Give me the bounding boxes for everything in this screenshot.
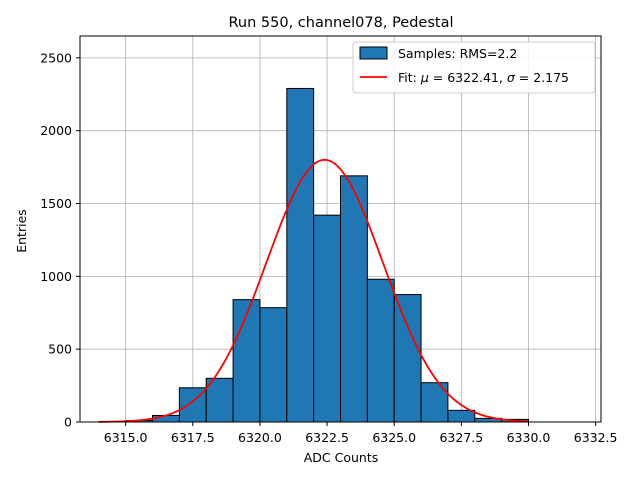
fit-curve-layer (98, 158, 529, 423)
x-axis-label: ADC Counts (304, 450, 379, 465)
legend: Samples: RMS=2.2 Fit: μ = 6322.41, σ = 2… (352, 41, 596, 94)
x-tick-label: 6317.5 (171, 430, 215, 445)
legend-fit-mu-value: = 6322.41, (429, 70, 507, 85)
x-tick-label: 6330.0 (507, 430, 551, 445)
x-tick-label: 6332.5 (574, 430, 618, 445)
y-tick-label: 500 (48, 342, 72, 357)
legend-fit-sigma-symbol: σ (507, 70, 516, 85)
legend-fit-label: Fit: μ = 6322.41, σ = 2.175 (398, 70, 569, 85)
legend-fit-mu-symbol: μ (420, 70, 429, 85)
histogram-bar (366, 278, 395, 423)
legend-samples-swatch (359, 46, 388, 60)
y-tick-label: 1000 (40, 269, 72, 284)
legend-samples-label: Samples: RMS=2.2 (398, 46, 517, 61)
y-axis-ticks: 0 500 1000 1500 2000 2500 (40, 50, 80, 430)
histogram-bar (232, 299, 261, 423)
x-tick-label: 6320.0 (238, 430, 282, 445)
legend-box (352, 41, 596, 94)
y-axis-label: Entries (14, 209, 29, 253)
x-tick-label: 6315.0 (104, 430, 148, 445)
histogram-bar (340, 175, 368, 423)
histogram-bar (447, 409, 476, 423)
x-tick-label: 6325.0 (372, 430, 416, 445)
legend-fit-prefix: Fit: (398, 70, 421, 85)
x-tick-label: 6327.5 (439, 430, 483, 445)
histogram-bar (205, 377, 234, 423)
plot-frame (79, 35, 602, 423)
x-axis-ticks: 6315.0 6317.5 6320.0 6322.5 6325.0 6327.5 6330… (104, 422, 618, 445)
y-tick-label: 2500 (40, 50, 72, 65)
gaussian-fit-curve (98, 158, 529, 423)
y-tick-label: 0 (64, 415, 72, 430)
histogram-bar (286, 87, 315, 423)
y-tick-label: 2000 (40, 123, 72, 138)
legend-fit-sigma-value: = 2.175 (515, 70, 569, 85)
histogram-bars (98, 87, 529, 423)
chart-title: Run 550, channel078, Pedestal (228, 15, 453, 31)
x-tick-label: 6322.5 (305, 430, 349, 445)
histogram-bar (313, 214, 341, 423)
histogram-bar (259, 307, 288, 423)
y-tick-label: 1500 (40, 196, 72, 211)
histogram-bar (393, 294, 422, 423)
